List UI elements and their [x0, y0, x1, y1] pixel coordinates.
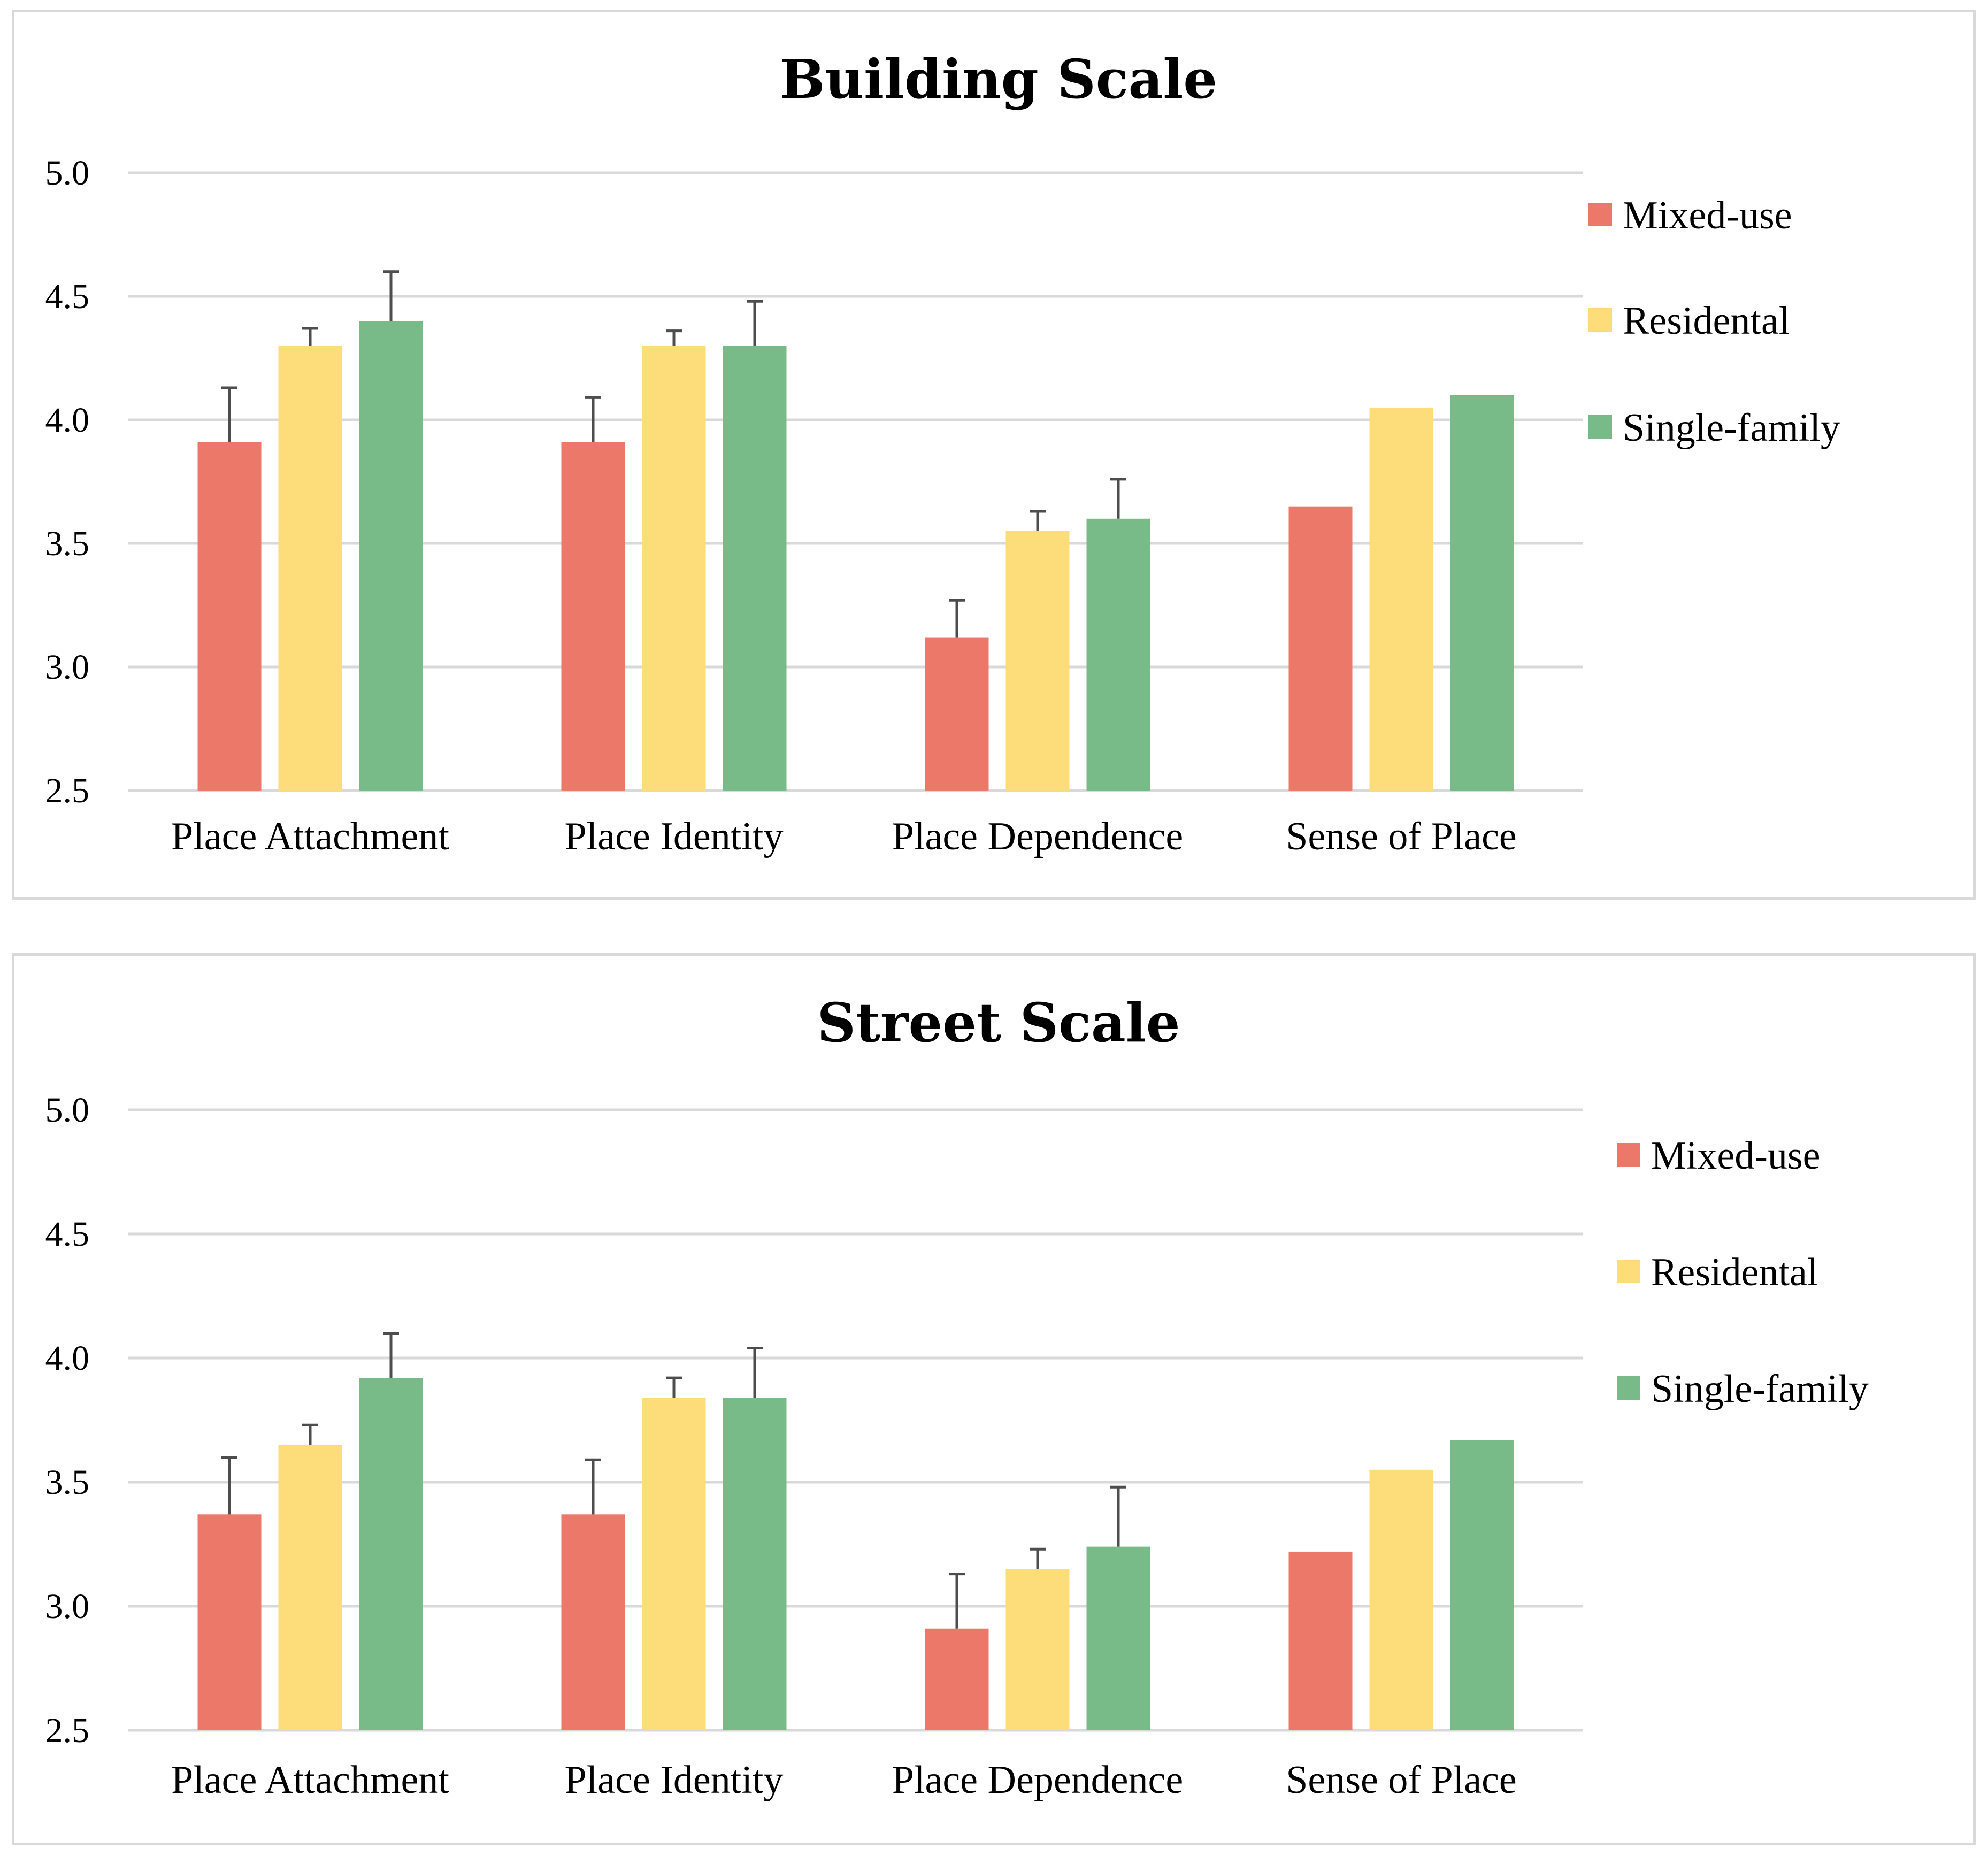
chart-panel-street-scale: Street Scale 2.5 3.0 3.5 4.0 4.5 5.0 Place Atta… — [12, 953, 1976, 1845]
y-tick-label: 3.0 — [45, 1587, 90, 1626]
bar-single-family-place-dependence — [1086, 518, 1150, 791]
legend-swatch-mixed-use — [1588, 203, 1612, 226]
legend-swatch-single-family — [1617, 1376, 1640, 1400]
bar-residental-place-dependence — [1005, 1569, 1070, 1730]
bar-mixed-use-place-dependence — [925, 637, 989, 791]
y-tick-label: 2.5 — [45, 1711, 90, 1750]
y-tick-label: 3.0 — [45, 648, 90, 687]
street-scale-chart: Street Scale 2.5 3.0 3.5 4.0 4.5 5.0 Place Atta… — [45, 991, 1869, 1802]
bar-mixed-use-sense-of-place — [1288, 506, 1353, 791]
legend-label: Single-family — [1623, 406, 1840, 450]
bar-mixed-use-sense-of-place — [1288, 1551, 1353, 1730]
y-tick-label: 4.0 — [45, 401, 90, 440]
bar-single-family-sense-of-place — [1450, 1440, 1514, 1730]
bar-residental-place-identity — [642, 1398, 706, 1730]
category-label: Sense of Place — [1286, 815, 1517, 858]
bar-residental-place-dependence — [1005, 531, 1070, 791]
bar-single-family-place-dependence — [1086, 1546, 1150, 1730]
y-tick-label: 2.5 — [45, 771, 90, 810]
legend-label: Mixed-use — [1623, 194, 1792, 237]
legend-swatch-residental — [1617, 1260, 1640, 1283]
building-scale-chart: Building Scale 2.5 3.0 3.5 4.0 4.5 5.0 Place At… — [45, 48, 1840, 858]
y-tick-label: 3.5 — [45, 524, 90, 563]
bar-single-family-place-identity — [723, 346, 787, 791]
bar-residental-sense-of-place — [1369, 407, 1433, 791]
bar-residental-place-attachment — [278, 1445, 342, 1730]
y-tick-label: 4.5 — [45, 277, 90, 316]
bar-residental-place-identity — [642, 346, 706, 791]
chart-panel-building-scale: Building Scale 2.5 3.0 3.5 4.0 4.5 5.0 Place At… — [12, 10, 1976, 900]
bar-single-family-place-attachment — [359, 321, 423, 791]
bar-mixed-use-place-identity — [561, 442, 625, 791]
bar-mixed-use-place-attachment — [197, 1514, 262, 1730]
bar-mixed-use-place-identity — [561, 1514, 625, 1730]
category-label: Place Attachment — [171, 1758, 449, 1802]
legend-label: Residental — [1623, 299, 1790, 343]
y-tick-label: 5.0 — [45, 154, 90, 193]
category-label: Place Identity — [565, 815, 784, 858]
category-label: Place Dependence — [892, 1758, 1183, 1802]
y-tick-label: 4.5 — [45, 1215, 90, 1254]
legend-label: Residental — [1651, 1251, 1818, 1294]
y-tick-label: 4.0 — [45, 1339, 90, 1378]
bar-single-family-place-attachment — [359, 1378, 423, 1730]
category-label: Place Identity — [565, 1758, 784, 1802]
legend-swatch-single-family — [1588, 415, 1612, 439]
bar-residental-sense-of-place — [1369, 1469, 1433, 1730]
chart-title: Street Scale — [817, 991, 1180, 1054]
bar-single-family-place-identity — [723, 1398, 787, 1730]
category-label: Sense of Place — [1286, 1758, 1517, 1802]
y-tick-label: 5.0 — [45, 1091, 90, 1130]
category-label: Place Dependence — [892, 815, 1183, 858]
legend-label: Single-family — [1651, 1367, 1869, 1411]
chart-title: Building Scale — [780, 48, 1217, 111]
legend-swatch-mixed-use — [1617, 1143, 1640, 1167]
bar-residental-place-attachment — [278, 346, 342, 791]
bar-mixed-use-place-dependence — [925, 1628, 989, 1730]
category-label: Place Attachment — [171, 815, 449, 858]
legend-swatch-residental — [1588, 308, 1612, 332]
y-tick-label: 3.5 — [45, 1463, 90, 1502]
bar-single-family-sense-of-place — [1450, 395, 1514, 791]
bar-mixed-use-place-attachment — [197, 442, 262, 791]
legend-label: Mixed-use — [1651, 1134, 1821, 1178]
